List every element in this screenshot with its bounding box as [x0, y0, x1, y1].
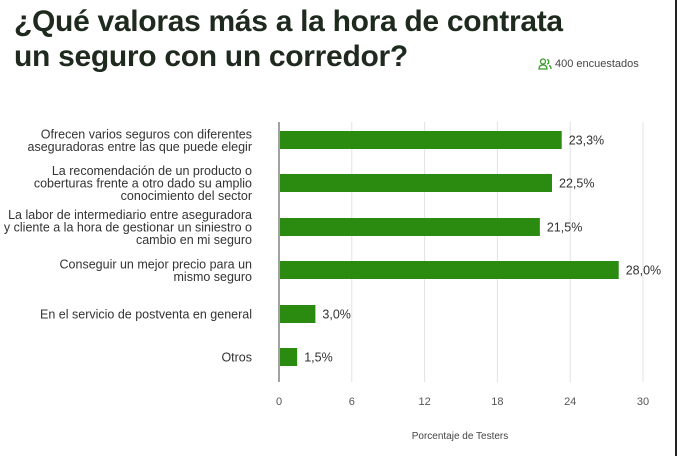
x-tick-label: 18 — [491, 396, 503, 408]
category-label: conocimiento del sector — [121, 189, 252, 203]
x-tick-label: 12 — [418, 396, 430, 408]
title-line-2: un seguro con un corredor? — [14, 40, 408, 73]
data-label: 23,3% — [569, 134, 604, 148]
x-axis-label: Porcentaje de Testers — [412, 431, 509, 442]
category-label: Ofrecen varios seguros con diferentes — [41, 127, 252, 141]
category-label: La labor de intermediario entre asegurad… — [8, 208, 252, 222]
data-label: 1,5% — [304, 351, 333, 365]
bar — [280, 174, 552, 192]
x-tick-label: 30 — [637, 396, 649, 408]
category-label: aseguradoras entre las que puede elegir — [28, 140, 252, 154]
bar — [280, 348, 298, 366]
data-label: 21,5% — [547, 221, 582, 235]
data-label: 28,0% — [626, 264, 661, 278]
page-title: ¿Qué valoras más a la hora de contrata u… — [14, 4, 563, 74]
users-icon — [538, 58, 552, 70]
category-label: En el servicio de postventa en general — [40, 308, 252, 322]
x-tick-label: 6 — [349, 396, 355, 408]
category-label: La recomendación de un producto o — [52, 164, 252, 178]
data-label: 22,5% — [559, 177, 594, 191]
category-label: Conseguir un mejor precio para un — [60, 257, 253, 271]
x-tick-label: 24 — [564, 396, 576, 408]
category-label: Otros — [221, 351, 252, 365]
data-label: 3,0% — [322, 308, 351, 322]
bar — [280, 218, 540, 236]
title-line-1: ¿Qué valoras más a la hora de contrata — [14, 5, 563, 38]
respondents-count: 400 encuestados — [538, 58, 639, 70]
category-label: mismo seguro — [174, 270, 253, 284]
category-label: y cliente a la hora de gestionar un sini… — [4, 221, 252, 235]
x-tick-label: 0 — [276, 396, 282, 408]
right-border — [675, 0, 677, 456]
respondents-label: 400 encuestados — [555, 58, 639, 70]
category-label: cambio en mi seguro — [136, 233, 252, 247]
category-label: coberturas frente a otro dado su amplio — [34, 177, 252, 191]
bar — [280, 305, 316, 323]
bar — [280, 131, 562, 149]
bar — [280, 261, 619, 279]
